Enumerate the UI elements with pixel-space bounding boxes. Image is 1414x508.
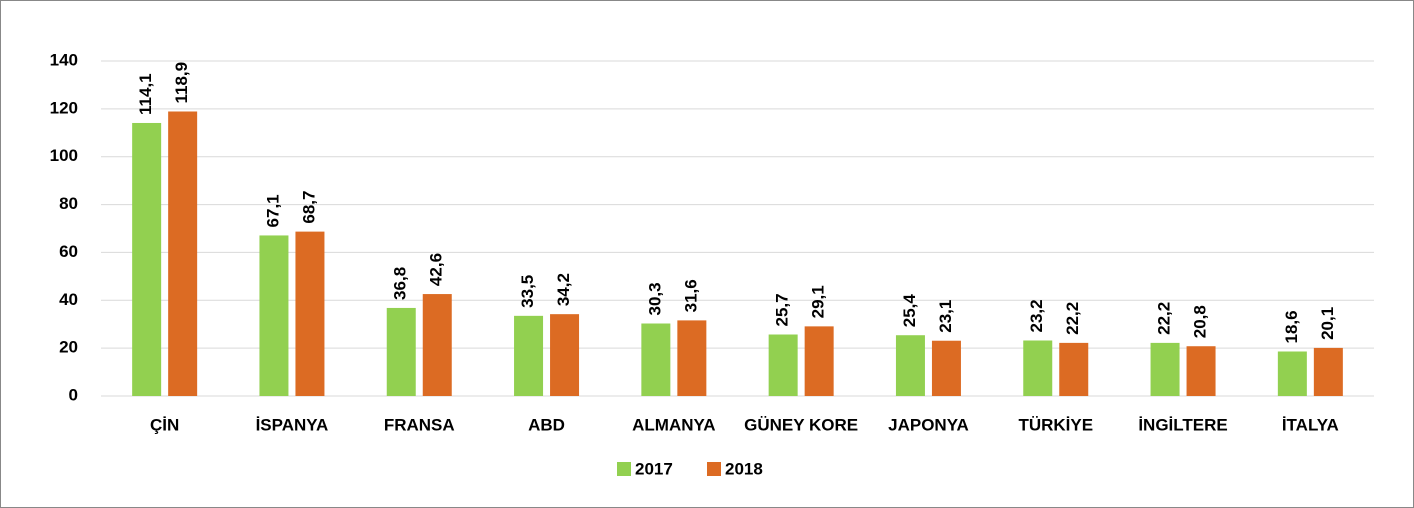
bar: [677, 320, 707, 396]
bar: [295, 231, 325, 396]
data-label: 33,5: [518, 275, 537, 308]
x-tick-label: ABD: [528, 415, 565, 434]
y-tick-label: 140: [50, 50, 78, 69]
bar: [422, 294, 452, 396]
data-label: 23,2: [1027, 299, 1046, 332]
y-tick-label: 120: [50, 98, 78, 117]
data-label: 20,1: [1318, 307, 1337, 340]
data-label: 18,6: [1282, 310, 1301, 343]
x-tick-label: GÜNEY KORE: [744, 415, 858, 434]
data-label: 36,8: [391, 267, 410, 300]
y-tick-label: 80: [59, 194, 78, 213]
legend-label: 2017: [635, 459, 673, 478]
data-label: 31,6: [681, 279, 700, 312]
x-tick-label: JAPONYA: [888, 415, 969, 434]
bar: [1059, 342, 1089, 396]
legend-swatch: [707, 462, 721, 476]
bar: [641, 323, 671, 396]
bar: [1313, 347, 1343, 396]
bar: [1186, 346, 1216, 396]
y-tick-label: 100: [50, 146, 78, 165]
y-tick-label: 0: [69, 385, 78, 404]
data-label: 68,7: [299, 191, 318, 224]
bar: [132, 122, 162, 396]
x-tick-label: TÜRKİYE: [1018, 415, 1093, 434]
legend-swatch: [617, 462, 631, 476]
data-label: 20,8: [1191, 305, 1210, 338]
legend-label: 2018: [725, 459, 763, 478]
data-label: 29,1: [809, 285, 828, 318]
x-tick-label: ALMANYA: [632, 415, 715, 434]
bar: [1150, 342, 1180, 396]
data-label: 118,9: [172, 62, 191, 104]
bar: [1277, 351, 1307, 396]
data-label: 42,6: [427, 253, 446, 286]
y-tick-label: 60: [59, 242, 78, 261]
bar: [168, 111, 198, 396]
x-tick-label: İSPANYA: [256, 415, 329, 434]
data-label: 30,3: [645, 282, 664, 315]
x-tick-label: FRANSA: [384, 415, 455, 434]
data-label: 25,7: [773, 293, 792, 326]
data-label: 23,1: [936, 300, 955, 333]
x-tick-label: ÇİN: [150, 415, 179, 434]
data-label: 67,1: [263, 194, 282, 227]
bar: [931, 340, 961, 396]
bar: [895, 335, 925, 396]
y-tick-label: 40: [59, 290, 78, 309]
bar: [386, 307, 416, 396]
bar: [768, 334, 798, 396]
bar: [1023, 340, 1053, 396]
data-label: 114,1: [136, 73, 155, 115]
data-label: 22,2: [1063, 302, 1082, 335]
x-tick-label: İTALYA: [1282, 415, 1339, 434]
bar: [514, 315, 544, 396]
data-label: 25,4: [900, 294, 919, 328]
bar: [259, 235, 289, 396]
bar: [550, 314, 580, 396]
y-tick-label: 20: [59, 338, 78, 357]
data-label: 34,2: [554, 273, 573, 306]
x-tick-label: İNGİLTERE: [1138, 415, 1227, 434]
data-label: 22,2: [1155, 302, 1174, 335]
bar: [804, 326, 834, 396]
